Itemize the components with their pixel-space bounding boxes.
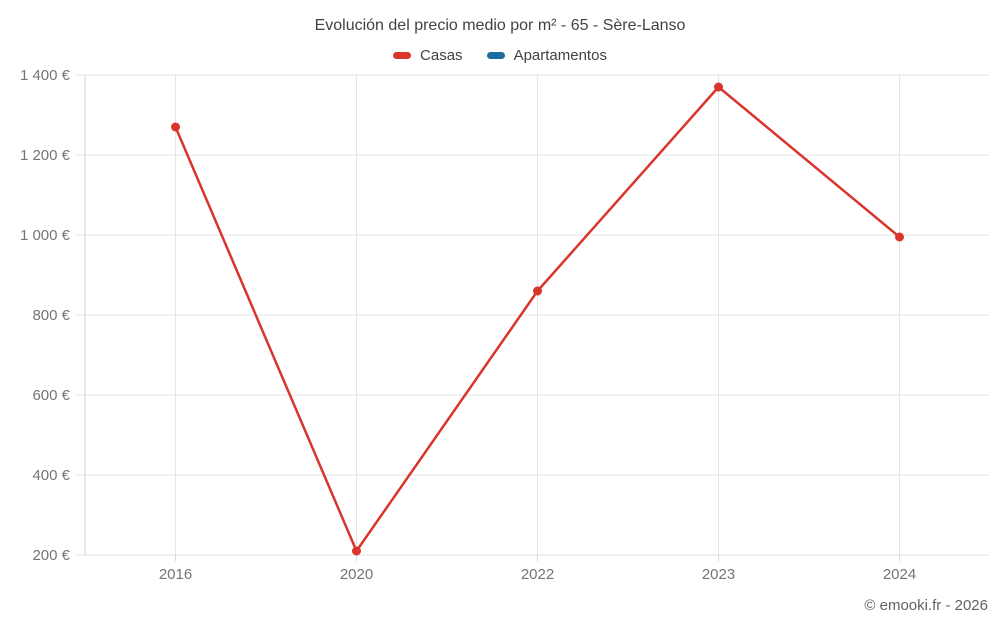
y-axis-tick-label: 600 € <box>32 387 70 404</box>
y-axis-tick-label: 1 400 € <box>20 67 71 84</box>
legend-label-apartamentos: Apartamentos <box>513 47 607 64</box>
chart-title: Evolución del precio medio por m² - 65 -… <box>314 17 686 34</box>
data-point <box>533 286 542 296</box>
legend-item-apartamentos[interactable]: Apartamentos <box>486 47 607 64</box>
data-point <box>352 546 361 556</box>
y-axis-tick-label: 400 € <box>32 467 70 484</box>
y-axis-tick-label: 200 € <box>32 547 70 564</box>
x-axis-tick-label: 2023 <box>702 566 735 583</box>
legend-swatch-casas-icon <box>393 52 412 59</box>
data-point <box>714 82 723 92</box>
data-point <box>171 122 180 132</box>
x-axis-tick-label: 2016 <box>159 566 192 583</box>
x-axis-tick-label: 2020 <box>340 566 373 583</box>
legend-item-casas[interactable]: Casas <box>393 47 463 64</box>
x-axis-tick-label: 2024 <box>883 566 916 583</box>
copyright-footer: © emooki.fr - 2026 <box>864 597 988 614</box>
y-axis-tick-label: 1 000 € <box>20 227 71 244</box>
legend-swatch-apartamentos-icon <box>486 52 505 59</box>
chart-legend: Casas Apartamentos <box>0 47 1000 64</box>
y-axis-tick-label: 1 200 € <box>20 147 71 164</box>
legend-label-casas: Casas <box>420 47 463 64</box>
data-point <box>895 232 904 242</box>
x-axis-tick-label: 2022 <box>521 566 554 583</box>
y-axis-tick-label: 800 € <box>32 307 70 324</box>
